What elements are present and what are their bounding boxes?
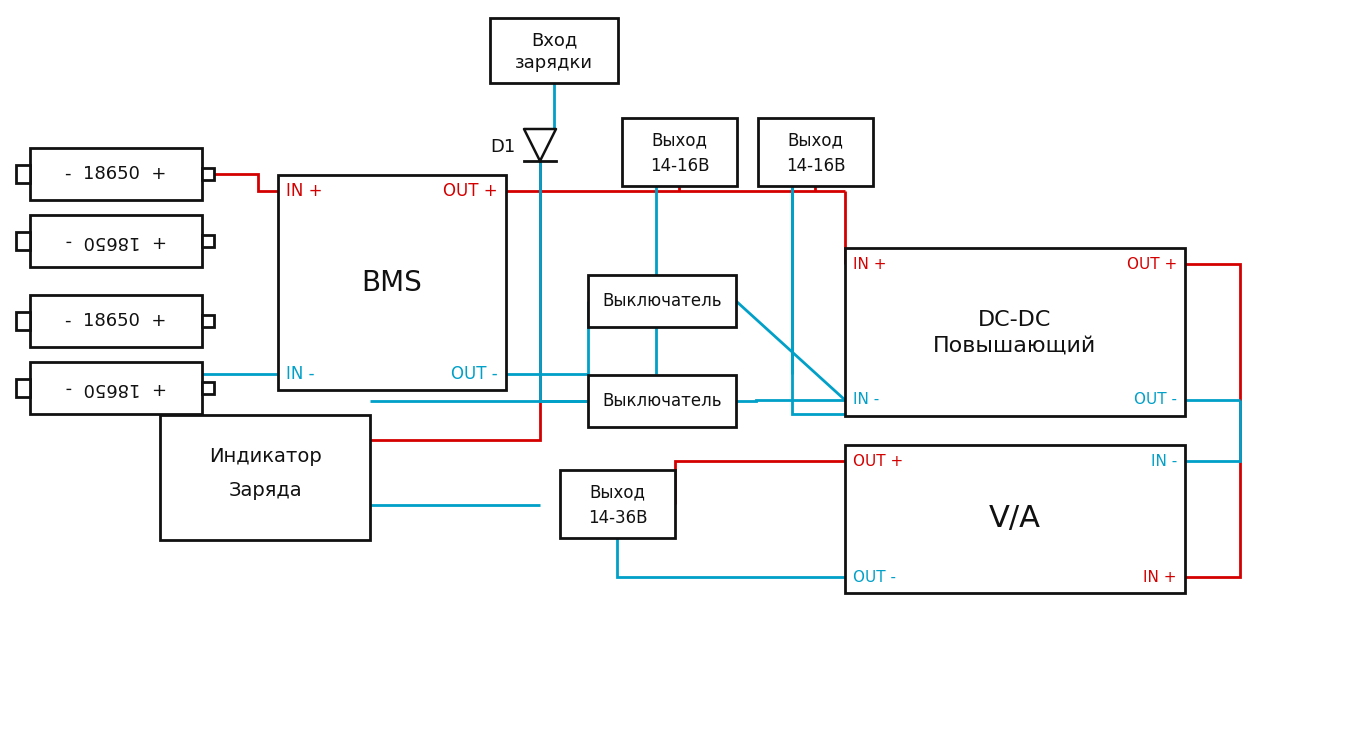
Bar bbox=[621, 118, 737, 186]
Text: IN -: IN - bbox=[286, 365, 314, 383]
Text: зарядки: зарядки bbox=[515, 54, 593, 72]
Bar bbox=[30, 362, 202, 414]
Text: Вход: Вход bbox=[531, 31, 577, 49]
Text: IN +: IN + bbox=[286, 182, 322, 200]
Text: D1: D1 bbox=[491, 138, 516, 156]
Text: Выход: Выход bbox=[651, 131, 708, 149]
Bar bbox=[16, 379, 30, 397]
Text: OUT -: OUT - bbox=[1134, 393, 1177, 408]
Text: IN +: IN + bbox=[1143, 569, 1177, 585]
Bar bbox=[16, 312, 30, 330]
Text: +  18650  -: + 18650 - bbox=[65, 379, 167, 397]
Bar bbox=[30, 295, 202, 347]
Text: BMS: BMS bbox=[361, 268, 422, 297]
Text: OUT +: OUT + bbox=[853, 454, 903, 469]
Polygon shape bbox=[524, 129, 555, 161]
Text: IN +: IN + bbox=[853, 256, 887, 271]
Bar bbox=[202, 382, 214, 394]
Bar bbox=[30, 148, 202, 200]
Text: IN -: IN - bbox=[853, 393, 879, 408]
Text: Заряда: Заряда bbox=[228, 481, 302, 499]
Bar bbox=[559, 470, 675, 538]
Text: OUT -: OUT - bbox=[452, 365, 497, 383]
Bar bbox=[491, 18, 617, 83]
Text: -  18650  +: - 18650 + bbox=[65, 312, 167, 330]
Bar bbox=[30, 215, 202, 267]
Text: Индикатор: Индикатор bbox=[209, 448, 321, 466]
Bar bbox=[202, 315, 214, 327]
Text: OUT +: OUT + bbox=[1127, 256, 1177, 271]
Bar bbox=[202, 235, 214, 247]
Text: OUT +: OUT + bbox=[443, 182, 497, 200]
Text: IN -: IN - bbox=[1151, 454, 1177, 469]
Text: 14-16В: 14-16В bbox=[786, 157, 845, 175]
Text: Выход: Выход bbox=[589, 483, 646, 501]
Bar bbox=[202, 168, 214, 180]
Bar bbox=[278, 175, 506, 390]
Bar bbox=[845, 248, 1185, 416]
Text: Выключатель: Выключатель bbox=[603, 292, 721, 310]
Text: OUT -: OUT - bbox=[853, 569, 896, 585]
Bar bbox=[16, 232, 30, 250]
Text: Повышающий: Повышающий bbox=[933, 336, 1097, 356]
Text: V/A: V/A bbox=[989, 504, 1041, 533]
Text: 14-16В: 14-16В bbox=[650, 157, 709, 175]
Bar bbox=[16, 165, 30, 183]
Text: -  18650  +: - 18650 + bbox=[65, 165, 167, 183]
Text: Выход: Выход bbox=[787, 131, 844, 149]
Bar bbox=[845, 445, 1185, 593]
Text: 14-36В: 14-36В bbox=[588, 509, 647, 527]
Bar bbox=[758, 118, 874, 186]
Text: Выключатель: Выключатель bbox=[603, 392, 721, 410]
Text: DC-DC: DC-DC bbox=[979, 310, 1051, 330]
Bar bbox=[160, 415, 369, 540]
Bar bbox=[588, 375, 736, 427]
Text: +  18650  -: + 18650 - bbox=[65, 232, 167, 250]
Bar bbox=[588, 275, 736, 327]
